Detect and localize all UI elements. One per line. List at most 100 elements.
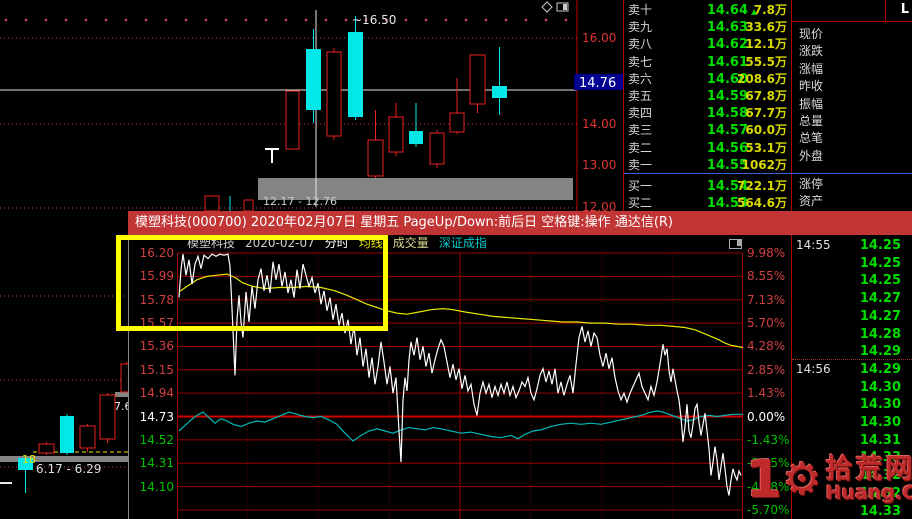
candle (285, 90, 300, 150)
dot (24, 18, 28, 22)
tick-price: 14.29 (859, 361, 901, 377)
up-arrow-icon: ▲ (751, 7, 758, 16)
price-axis-label: 15.99 (139, 269, 174, 284)
header-item[interactable]: 成交量 (392, 236, 429, 250)
price-badge: 14.76 (579, 76, 616, 91)
sell-level-row[interactable]: 卖三 14.57 60.0万 (625, 122, 790, 139)
candle (388, 116, 404, 153)
dot (544, 18, 548, 22)
level-price: 14.56 (706, 140, 748, 156)
sell-level-row[interactable]: 卖一 14.55 1062万 (625, 157, 790, 174)
level-price: 14.58 (706, 106, 748, 122)
dot (404, 18, 408, 22)
sell-level-row[interactable]: 卖七 14.61 55.5万 (625, 54, 790, 71)
level-price: 14.62 (706, 37, 748, 53)
window-restore-icon[interactable] (729, 239, 742, 249)
intraday-chart-window: 模塑科技 2020-02-07 分时 均线 成交量 深证成指 16.20 15.99 15.7… (128, 235, 790, 519)
tick-row: 14.32 (792, 467, 912, 484)
candle (429, 132, 445, 165)
level-label: 卖九 (628, 20, 653, 35)
level-volume: 7.8万 (753, 3, 787, 17)
level-volume: 60.0万 (745, 123, 787, 138)
level-price: 14.54 (706, 179, 748, 194)
tick-row: 14.31 (792, 432, 912, 449)
site-watermark: 1 ⚙ 拾荒网 Huang.CN (746, 454, 912, 506)
tick-price: 14.25 (859, 273, 901, 289)
tick-price: 14.28 (859, 326, 901, 342)
axis-label: 13.00 (582, 158, 616, 172)
candle (306, 49, 321, 110)
candle (18, 458, 33, 470)
percent-axis-label: 8.55% (747, 269, 786, 284)
group-divider (792, 358, 912, 360)
level-volume: 208.6万 (737, 71, 787, 86)
dot (204, 18, 208, 22)
info-label: 现价 (799, 27, 824, 41)
intraday-window-titlebar[interactable]: 模塑科技(000700) 2020年02月07日 星期五 PageUp/Down… (128, 211, 912, 235)
intraday-plot (177, 252, 743, 519)
price-axis-label: 15.78 (139, 292, 174, 307)
sell-level-row[interactable]: 卖二 14.56 53.1万 (625, 140, 790, 157)
dot (64, 18, 68, 22)
level-volume: 67.8万 (745, 89, 787, 103)
percent-axis-label: 9.98% (747, 246, 786, 260)
panel-divider (791, 0, 792, 211)
tick-row: 14.27 (792, 290, 912, 307)
level-volume: 67.7万 (745, 106, 787, 121)
tick-row: 14:56 14.29 (792, 361, 912, 378)
tick-price: 14.32 (859, 468, 901, 484)
percent-axis-label: -5.70% (747, 502, 790, 517)
candle (38, 443, 55, 454)
percent-axis-label: 4.28% (747, 339, 786, 354)
tick-time: 14:56 (796, 361, 831, 376)
dot (104, 18, 108, 22)
level-price: 14.63 (706, 20, 748, 36)
tick-price: 14.25 (859, 255, 901, 271)
header-item[interactable]: 深证成指 (438, 236, 487, 250)
level-price: 14.60 (706, 71, 748, 87)
level-price: 14.55 (706, 157, 748, 173)
dot (264, 18, 268, 22)
sell-level-row[interactable]: 卖四 14.58 67.7万 (625, 105, 790, 122)
divider (792, 21, 912, 22)
dot (44, 18, 48, 22)
tick-time: 14:55 (796, 238, 831, 252)
tick-row: 14.27 (792, 308, 912, 325)
buy-level-row[interactable]: 买二 14.53 564.6万 (625, 195, 790, 212)
tick-row: 14.32 (792, 485, 912, 502)
level-label: 卖一 (628, 157, 653, 172)
percent-axis-label: 5.70% (747, 316, 786, 331)
time-sales-panel[interactable]: 14:55 14.25 14.25 14.25 14.27 14.27 14.28 14.29… (791, 235, 912, 519)
sell-level-row[interactable]: 卖九 14.63 33.6万 (625, 19, 790, 36)
tick-price: 14.25 (859, 238, 901, 253)
percent-axis-label: 7.13% (747, 292, 786, 307)
sell-level-row[interactable]: 卖八 14.62 12.1万 (625, 36, 790, 53)
info-label: 昨收 (799, 79, 824, 94)
daily-kline-chart: ~16.50 12.17 - 12.76 16.00 14.00 13.00 12.00 1… (0, 0, 623, 493)
tick-row: 14:55 14.25 (792, 237, 912, 254)
sell-level-row[interactable]: 卖五 14.59 67.8万 (625, 88, 790, 105)
axis-label: 14.00 (582, 117, 616, 131)
sell-level-row[interactable]: 卖六 14.60 208.6万 (625, 71, 790, 88)
level-volume: 55.5万 (745, 54, 787, 69)
level-price: 14.61 (706, 54, 748, 70)
level-volume: 33.6万 (745, 20, 787, 35)
level-price: 14.59 (706, 89, 748, 104)
tick-price: 14.30 (859, 379, 901, 395)
info-label: 涨停 (799, 177, 824, 191)
tick-price: 14.27 (859, 308, 901, 324)
percent-axis-label: 2.85% (747, 362, 786, 377)
level-label: 卖五 (628, 89, 653, 103)
level-label: 卖六 (628, 71, 653, 86)
watermark-text: 拾荒网 Huang.CN (826, 456, 912, 504)
dot (324, 18, 328, 22)
dot (424, 18, 428, 22)
dot (344, 18, 348, 22)
mini-range-label: 6.17 - 6.29 (36, 462, 101, 476)
price-axis-label: 15.36 (139, 339, 174, 354)
level-price: 14.57 (706, 123, 748, 139)
tick-row: 14.28 (792, 326, 912, 343)
sell-level-row[interactable]: 卖十 14.64 ▲ 7.8万 (625, 2, 790, 19)
tick-row: 14.30 (792, 379, 912, 396)
buy-level-row[interactable]: 买一 14.54 722.1万 (625, 178, 790, 195)
